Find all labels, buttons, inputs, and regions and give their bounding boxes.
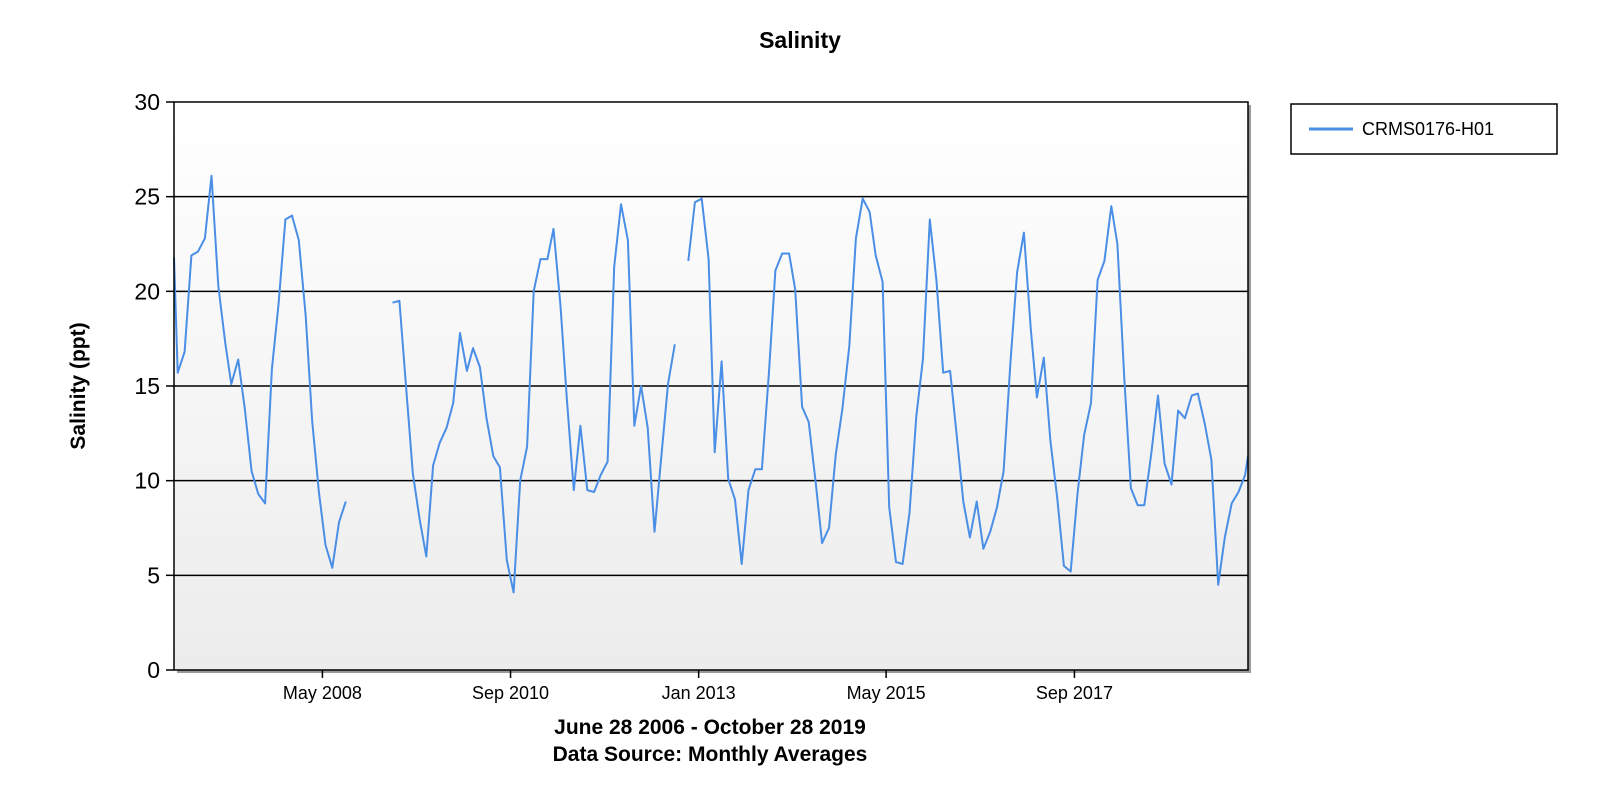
y-tick-label: 25 [134,184,160,210]
x-axis-ticks: May 2008 Sep 2010 Jan 2013 May 2015 Sep 2017 [283,670,1113,703]
chart-title: Salinity [759,27,841,53]
x-tick-label: May 2008 [283,683,362,703]
y-axis-label: Salinity (ppt) [67,322,90,449]
y-tick-label: 5 [147,562,160,588]
y-tick-label: 30 [134,89,160,115]
x-axis-label-line-1: June 28 2006 - October 28 2019 [554,716,866,739]
y-axis-ticks: 0 5 10 15 20 25 30 [134,89,174,683]
legend-entry-label: CRMS0176-H01 [1362,119,1494,139]
legend: CRMS0176-H01 [1290,103,1558,155]
y-tick-label: 20 [134,278,160,304]
x-tick-label: Sep 2017 [1036,683,1113,703]
x-tick-label: Jan 2013 [662,683,736,703]
y-tick-label: 15 [134,373,160,399]
series-line-0 [173,174,1249,594]
series-lines [173,174,1249,594]
x-axis-label-line-2: Data Source: Monthly Averages [553,743,868,766]
x-tick-label: Sep 2010 [472,683,549,703]
gridlines [174,195,1248,577]
legend-box [1290,103,1558,155]
x-tick-label: May 2015 [847,683,926,703]
plot-border [173,101,1249,671]
y-tick-label: 10 [134,468,160,494]
y-tick-label: 0 [147,657,160,683]
